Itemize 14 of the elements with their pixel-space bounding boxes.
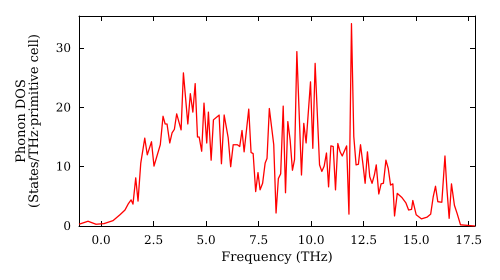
y-axis-title: Phonon DOS (States/THz·primitive cell)	[14, 34, 42, 208]
y-tick-label: 30	[56, 41, 71, 56]
x-tick-label: 17.5	[455, 233, 482, 247]
x-tick-label: 12.5	[350, 233, 378, 247]
x-tick-label: 15.0	[402, 233, 430, 247]
y-tick-label: 10	[56, 160, 71, 174]
x-tick-label: 7.5	[249, 233, 268, 247]
x-tick-label: 0.0	[92, 233, 111, 247]
x-tick-label: 2.5	[144, 233, 164, 247]
x-tick-label: 5.0	[196, 233, 216, 247]
x-axis-title: Frequency (THz)	[221, 250, 333, 265]
x-tick-label: 10.0	[298, 233, 324, 247]
y-tick-label: 20	[56, 100, 71, 114]
y-tick-label: 0	[63, 219, 71, 233]
